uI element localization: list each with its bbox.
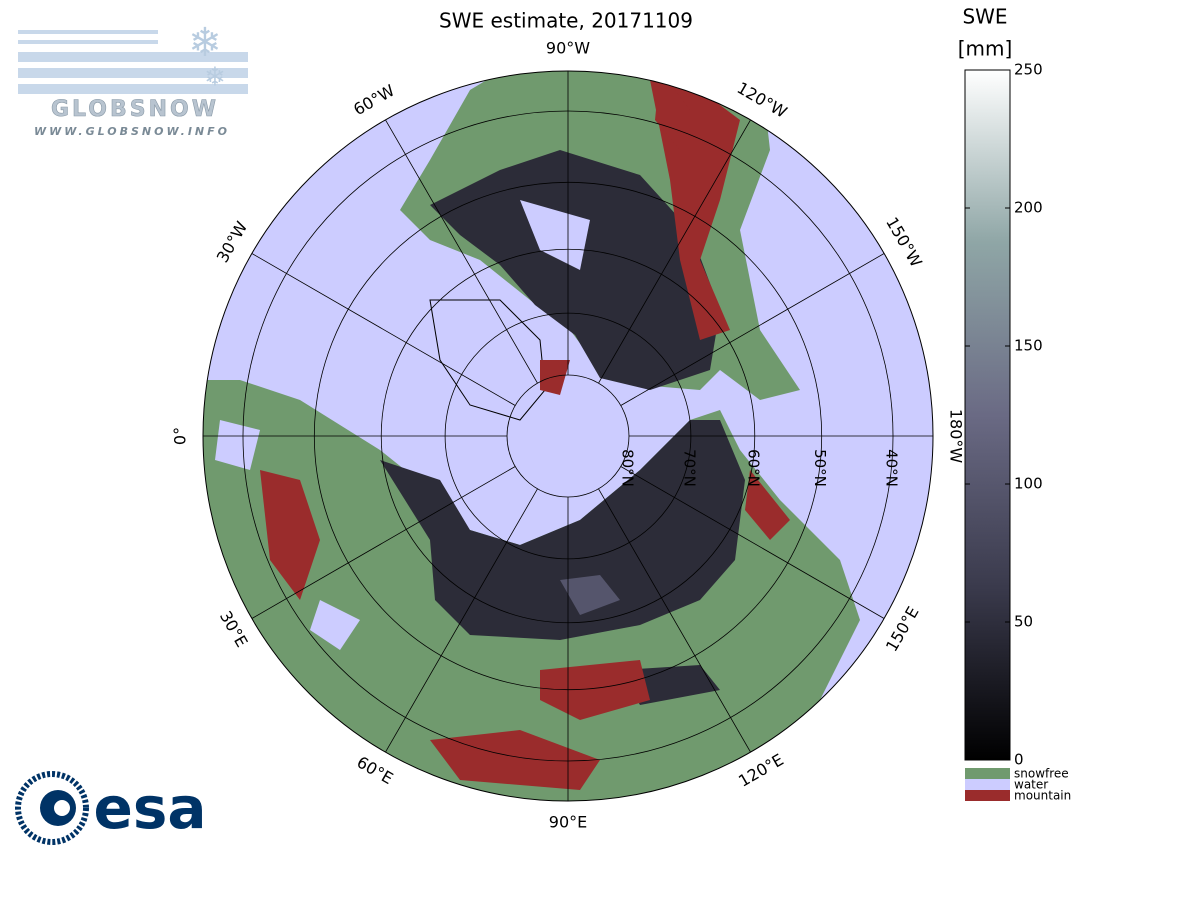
- parallel-label: 70°N: [680, 449, 698, 487]
- globsnow-logo: ❄ ❄ GLOBSNOW WWW.GLOBSNOW.INFO: [18, 20, 248, 138]
- mountain: [540, 360, 570, 395]
- colorbar-tick-label: 200: [1014, 199, 1043, 217]
- svg-text:❄: ❄: [204, 63, 226, 93]
- colorbar-axis: 0 50 100 150 200 250: [965, 61, 1043, 769]
- water: [520, 200, 590, 270]
- meridian: [385, 488, 538, 753]
- snow-cover: [560, 575, 620, 615]
- colorbar-title: SWE: [962, 5, 1007, 29]
- meridian: [598, 488, 751, 753]
- meridian-label: 60°W: [350, 81, 398, 120]
- coastline: [429, 299, 546, 421]
- map-border: [202, 70, 934, 802]
- meridian: [251, 466, 516, 619]
- legend-swatch: [965, 779, 1010, 790]
- meridian-label: 180°W: [947, 409, 966, 464]
- legend-swatch: [965, 790, 1010, 801]
- parallel-label: 60°N: [744, 449, 762, 487]
- meridian-label: 30°W: [213, 218, 252, 266]
- legend-label: mountain: [1014, 789, 1071, 803]
- snow-cover: [430, 150, 720, 390]
- meridian: [251, 253, 516, 406]
- meridian-label: 60°E: [354, 752, 397, 788]
- meridian-label: 90°W: [546, 39, 590, 58]
- meridian: [620, 253, 885, 406]
- svg-text:❄: ❄: [188, 20, 222, 66]
- logo-text: esa: [94, 774, 207, 842]
- legend-swatch: [965, 768, 1010, 779]
- logo-text: GLOBSNOW: [51, 97, 219, 122]
- colorbar-tick-label: 100: [1014, 475, 1043, 493]
- mountain: [655, 71, 690, 150]
- meridian-label: 0°: [171, 427, 190, 445]
- meridian-label: 90°E: [549, 813, 587, 832]
- parallel-label: 50°N: [811, 449, 829, 487]
- meridian-label: 30°E: [216, 608, 252, 651]
- meridian: [385, 119, 538, 384]
- colorbar-unit: [mm]: [958, 37, 1013, 61]
- colorbar: [964, 69, 1011, 761]
- water: [215, 420, 260, 470]
- water: [310, 600, 360, 650]
- mountain: [650, 80, 740, 340]
- title: SWE estimate, 20171109: [439, 9, 693, 33]
- legend-label: water: [1014, 778, 1048, 792]
- mountain: [745, 470, 790, 540]
- mountain: [540, 660, 650, 720]
- parallel-label: 40°N: [883, 449, 901, 487]
- logo-url: WWW.GLOBSNOW.INFO: [34, 125, 230, 138]
- parallel-label: 80°N: [618, 449, 636, 487]
- mountain: [430, 730, 600, 790]
- colorbar-tick-label: 50: [1014, 613, 1033, 631]
- colorbar-tick-label: 150: [1014, 337, 1043, 355]
- legend-label: snowfree: [1014, 767, 1069, 781]
- colorbar-tick-label: 250: [1014, 61, 1043, 79]
- meridian: [598, 119, 751, 384]
- mountain: [260, 470, 320, 600]
- colorbar-tick-label: 0: [1014, 751, 1024, 769]
- esa-logo: esa: [15, 771, 207, 845]
- graticule: [203, 71, 933, 801]
- meridian: [620, 466, 885, 619]
